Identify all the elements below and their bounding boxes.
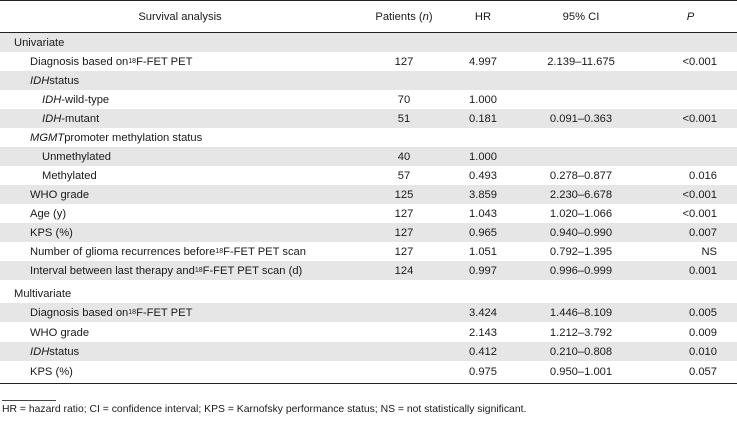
header-hr: HR bbox=[474, 10, 492, 23]
hr-value: 0.493 bbox=[469, 169, 497, 182]
row-label: Age (y) bbox=[30, 207, 67, 220]
ci-value: 0.091–0.363 bbox=[549, 112, 613, 125]
ci-value: 1.020–1.066 bbox=[549, 207, 613, 220]
hr-value: 1.043 bbox=[469, 207, 497, 220]
p-value: <0.001 bbox=[682, 55, 717, 68]
table-top-rule bbox=[0, 0, 737, 1]
patients-value: 127 bbox=[394, 226, 414, 239]
p-value: 0.057 bbox=[689, 365, 717, 378]
table-row-interval: Interval between last therapy and 18 F-FE… bbox=[0, 261, 737, 280]
row-label: Unmethylated bbox=[42, 150, 112, 163]
hr-value: 3.859 bbox=[469, 188, 497, 201]
row-label: KPS (%) bbox=[30, 226, 73, 239]
row-label: WHO grade bbox=[30, 188, 90, 201]
hr-value: 0.181 bbox=[469, 112, 497, 125]
table-row-idh-status: IDH status bbox=[0, 71, 737, 90]
table-row-univariate: Univariate bbox=[0, 33, 737, 52]
header-p: P bbox=[686, 10, 695, 23]
row-label: Diagnosis based on 18 F-FET PET bbox=[30, 55, 193, 68]
table-row-idh-mutant: IDH -mutant 51 0.181 0.091–0.363 <0.001 bbox=[0, 109, 737, 128]
ci-value: 0.940–0.990 bbox=[549, 226, 613, 239]
footnote-rule bbox=[2, 400, 56, 401]
table-row-age: Age (y) 127 1.043 1.020–1.066 <0.001 bbox=[0, 204, 737, 223]
row-label: Methylated bbox=[42, 169, 97, 182]
patients-value: 70 bbox=[397, 93, 411, 106]
table-row-diagnosis-univariate: Diagnosis based on 18 F-FET PET 127 4.997… bbox=[0, 52, 737, 71]
ci-value: 0.950–1.001 bbox=[549, 365, 613, 378]
hr-value: 3.424 bbox=[469, 306, 497, 319]
table-row-mgmt: MGMT promoter methylation status bbox=[0, 128, 737, 147]
row-label: MGMT promoter methylation status bbox=[30, 131, 203, 144]
ci-value: 0.792–1.395 bbox=[549, 245, 613, 258]
row-label: IDH status bbox=[30, 345, 80, 358]
hr-value: 0.412 bbox=[469, 345, 497, 358]
table-row-who-grade-multivariate: WHO grade 2.143 1.212–3.792 0.009 bbox=[0, 323, 737, 342]
row-label: IDH status bbox=[30, 74, 80, 87]
ci-value: 0.210–0.808 bbox=[549, 345, 613, 358]
header-rule bbox=[0, 32, 737, 33]
ci-value: 1.212–3.792 bbox=[549, 326, 613, 339]
ci-value: 1.446–8.109 bbox=[549, 306, 613, 319]
p-value: 0.016 bbox=[689, 169, 717, 182]
table-row-kps-univariate: KPS (%) 127 0.965 0.940–0.990 0.007 bbox=[0, 223, 737, 242]
table-header-row: Survival analysis Patients (n) HR 95% CI… bbox=[0, 1, 737, 32]
table-row-unmethylated: Unmethylated 40 1.000 bbox=[0, 147, 737, 166]
p-value: <0.001 bbox=[682, 112, 717, 125]
hr-value: 0.997 bbox=[469, 264, 497, 277]
hr-value: 1.051 bbox=[469, 245, 497, 258]
patients-value: 124 bbox=[394, 264, 414, 277]
table-row-multivariate: Multivariate bbox=[0, 284, 737, 303]
patients-value: 127 bbox=[394, 207, 414, 220]
table-footnote: HR = hazard ratio; CI = confidence inter… bbox=[2, 404, 527, 415]
header-ci: 95% CI bbox=[562, 10, 600, 23]
hr-value: 0.965 bbox=[469, 226, 497, 239]
patients-value: 51 bbox=[397, 112, 411, 125]
p-value: NS bbox=[701, 245, 717, 258]
hr-value: 0.975 bbox=[469, 365, 497, 378]
hr-value: 4.997 bbox=[469, 55, 497, 68]
patients-value: 40 bbox=[397, 150, 411, 163]
ci-value: 0.278–0.877 bbox=[549, 169, 613, 182]
p-value: 0.005 bbox=[689, 306, 717, 319]
table-row-recurrences: Number of glioma recurrences before 18 F-… bbox=[0, 242, 737, 261]
patients-value: 127 bbox=[394, 55, 414, 68]
ci-value: 0.996–0.999 bbox=[549, 264, 613, 277]
row-label: IDH -wild-type bbox=[42, 93, 110, 106]
table-row-methylated: Methylated 57 0.493 0.278–0.877 0.016 bbox=[0, 166, 737, 185]
p-value: 0.007 bbox=[689, 226, 717, 239]
patients-value: 57 bbox=[397, 169, 411, 182]
hr-value: 2.143 bbox=[469, 326, 497, 339]
header-survival-analysis: Survival analysis bbox=[138, 10, 222, 23]
p-value: 0.009 bbox=[689, 326, 717, 339]
p-value: 0.010 bbox=[689, 345, 717, 358]
row-label: Interval between last therapy and 18 F-FE… bbox=[30, 264, 303, 277]
ci-value: 2.230–6.678 bbox=[549, 188, 613, 201]
table-row-idh-status-multivariate: IDH status 0.412 0.210–0.808 0.010 bbox=[0, 342, 737, 361]
table-row-idh-wild-type: IDH -wild-type 70 1.000 bbox=[0, 90, 737, 109]
p-value: <0.001 bbox=[682, 188, 717, 201]
table-row-kps-multivariate: KPS (%) 0.975 0.950–1.001 0.057 bbox=[0, 362, 737, 381]
table-row-who-grade-univariate: WHO grade 125 3.859 2.230–6.678 <0.001 bbox=[0, 185, 737, 204]
section-label: Multivariate bbox=[14, 287, 72, 300]
table-bottom-rule bbox=[0, 383, 737, 384]
patients-value: 127 bbox=[394, 245, 414, 258]
patients-value: 125 bbox=[394, 188, 414, 201]
row-label: IDH -mutant bbox=[42, 112, 100, 125]
section-label: Univariate bbox=[14, 36, 65, 49]
row-label: Number of glioma recurrences before 18 F-… bbox=[30, 245, 306, 258]
p-value: <0.001 bbox=[682, 207, 717, 220]
p-value: 0.001 bbox=[689, 264, 717, 277]
hr-value: 1.000 bbox=[469, 150, 497, 163]
hr-value: 1.000 bbox=[469, 93, 497, 106]
table-row-diagnosis-multivariate: Diagnosis based on 18 F-FET PET 3.424 1.4… bbox=[0, 303, 737, 322]
ci-value: 2.139–11.675 bbox=[547, 55, 615, 68]
row-label: Diagnosis based on 18 F-FET PET bbox=[30, 306, 193, 319]
header-patients: Patients (n) bbox=[375, 10, 433, 23]
row-label: KPS (%) bbox=[30, 365, 73, 378]
row-label: WHO grade bbox=[30, 326, 90, 339]
